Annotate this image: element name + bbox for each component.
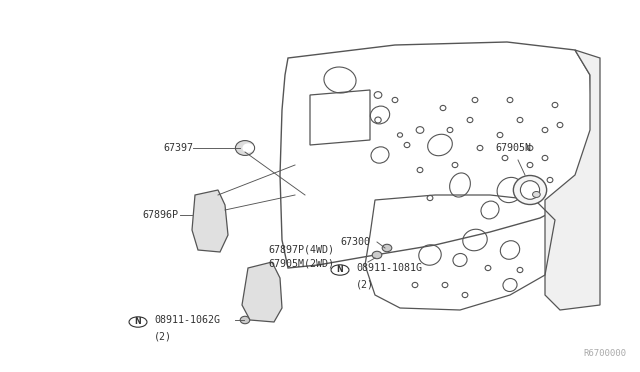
Ellipse shape [520,181,540,199]
Text: 67905N: 67905N [495,143,531,153]
Ellipse shape [532,192,540,198]
Polygon shape [545,50,600,310]
Text: (2): (2) [154,332,172,342]
Text: 67397: 67397 [163,143,193,153]
Ellipse shape [372,251,382,259]
Ellipse shape [513,176,547,205]
Text: 67897P(4WD): 67897P(4WD) [268,245,334,255]
Text: N: N [134,317,141,327]
Ellipse shape [243,143,254,153]
Ellipse shape [382,244,392,252]
Text: 67896P: 67896P [142,210,178,220]
Text: 67300: 67300 [340,237,370,247]
Ellipse shape [240,316,250,324]
Text: R6700000: R6700000 [583,349,626,358]
Ellipse shape [236,141,255,155]
Polygon shape [242,262,282,322]
Text: 67905M(2WD): 67905M(2WD) [268,258,334,268]
Text: N: N [337,266,343,275]
Text: 08911-1062G: 08911-1062G [154,315,220,325]
Text: 08911-1081G: 08911-1081G [356,263,422,273]
Text: (2): (2) [356,280,374,290]
Polygon shape [192,190,228,252]
